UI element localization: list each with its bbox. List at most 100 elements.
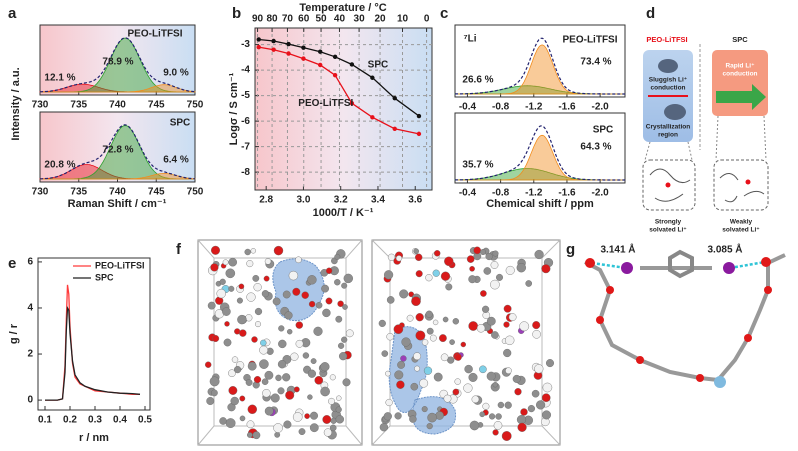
chart-title: PEO-LiTFSI bbox=[563, 35, 618, 46]
atom bbox=[272, 297, 281, 306]
atom bbox=[386, 333, 394, 341]
atom bbox=[491, 331, 499, 339]
atom bbox=[314, 375, 324, 385]
atom bbox=[386, 296, 395, 304]
sim-box bbox=[197, 239, 363, 446]
marker bbox=[332, 54, 338, 60]
y-tick-label: -7 bbox=[241, 141, 250, 152]
atom bbox=[480, 248, 487, 255]
distance-label: 3.085 Å bbox=[707, 243, 742, 256]
marker bbox=[332, 72, 338, 78]
atom bbox=[396, 380, 405, 389]
fast-box bbox=[712, 50, 768, 116]
schematic-text: Weakly bbox=[730, 219, 753, 226]
x-tick-label: 730 bbox=[32, 187, 49, 198]
atom bbox=[341, 336, 348, 343]
atom bbox=[452, 388, 460, 396]
atom bbox=[295, 339, 304, 348]
atom bbox=[219, 417, 227, 425]
atom bbox=[246, 260, 254, 268]
x-tick-label: 740 bbox=[109, 187, 126, 198]
atom bbox=[302, 352, 310, 359]
atom bbox=[246, 292, 256, 302]
atom bbox=[440, 353, 449, 362]
atom bbox=[238, 283, 245, 290]
fast-arrow bbox=[716, 84, 766, 110]
atom bbox=[501, 431, 512, 441]
atom bbox=[490, 279, 500, 290]
marker bbox=[416, 131, 422, 137]
atom bbox=[426, 327, 434, 335]
atom bbox=[234, 366, 242, 374]
atom bbox=[381, 350, 389, 357]
atom bbox=[225, 268, 236, 279]
atom bbox=[228, 285, 235, 292]
marker bbox=[370, 115, 375, 120]
contact bbox=[729, 260, 766, 270]
atom bbox=[292, 287, 301, 296]
atom bbox=[320, 362, 330, 372]
atom bbox=[476, 324, 486, 333]
atom bbox=[259, 345, 268, 355]
atom bbox=[323, 428, 333, 437]
value-label: 26.6 % bbox=[462, 75, 493, 86]
chart-title: SPC bbox=[170, 118, 191, 129]
crystal-domain bbox=[658, 59, 678, 73]
x-tick-label: 0.3 bbox=[88, 415, 102, 426]
atom bbox=[636, 356, 644, 364]
atom bbox=[516, 415, 527, 425]
atom bbox=[239, 395, 246, 402]
atom bbox=[342, 378, 351, 387]
value-label: 9.0 % bbox=[163, 68, 189, 79]
marker bbox=[349, 62, 355, 67]
plot-frame bbox=[454, 112, 626, 184]
atom bbox=[263, 275, 270, 282]
y-tick-label: 0 bbox=[27, 395, 33, 406]
atom bbox=[288, 270, 299, 281]
atom bbox=[325, 297, 333, 305]
y-tick-label: -8 bbox=[241, 167, 250, 178]
atom bbox=[393, 324, 404, 335]
marker bbox=[286, 51, 291, 56]
atom bbox=[253, 283, 262, 292]
atom bbox=[423, 366, 433, 375]
atom bbox=[313, 326, 323, 336]
atom bbox=[239, 415, 246, 422]
x2-tick-label: 10 bbox=[397, 14, 409, 25]
atom bbox=[546, 359, 555, 368]
atom bbox=[425, 274, 433, 282]
atom bbox=[264, 370, 274, 380]
atom bbox=[421, 406, 428, 413]
atom bbox=[222, 307, 231, 316]
atom bbox=[282, 290, 291, 299]
marker bbox=[416, 113, 422, 119]
atom bbox=[262, 389, 271, 398]
atom bbox=[228, 257, 237, 267]
atom bbox=[744, 334, 752, 342]
plot-frame bbox=[37, 257, 151, 411]
atom bbox=[383, 412, 392, 421]
annotation: ⁷Li bbox=[463, 34, 476, 45]
x-tick-label: 750 bbox=[187, 100, 204, 111]
atom bbox=[508, 313, 517, 321]
marker bbox=[392, 126, 397, 131]
atom bbox=[438, 334, 447, 342]
x-tick-label: 3.0 bbox=[296, 195, 310, 206]
atom bbox=[254, 307, 263, 316]
atom bbox=[468, 372, 478, 382]
series-line bbox=[258, 46, 420, 135]
atom bbox=[254, 321, 261, 328]
atom bbox=[469, 420, 480, 431]
atom bbox=[480, 290, 487, 297]
atom bbox=[329, 424, 337, 432]
plot-frame bbox=[39, 111, 196, 183]
atom bbox=[621, 262, 633, 274]
distance-label: 3.141 Å bbox=[600, 243, 635, 256]
x-axis-label: r / nm bbox=[79, 432, 109, 444]
x-tick-label: 2.8 bbox=[259, 195, 273, 206]
atom bbox=[517, 422, 527, 432]
x-tick-label: 750 bbox=[187, 187, 204, 198]
atom bbox=[411, 296, 421, 307]
x-tick-label: -0.8 bbox=[492, 188, 510, 199]
